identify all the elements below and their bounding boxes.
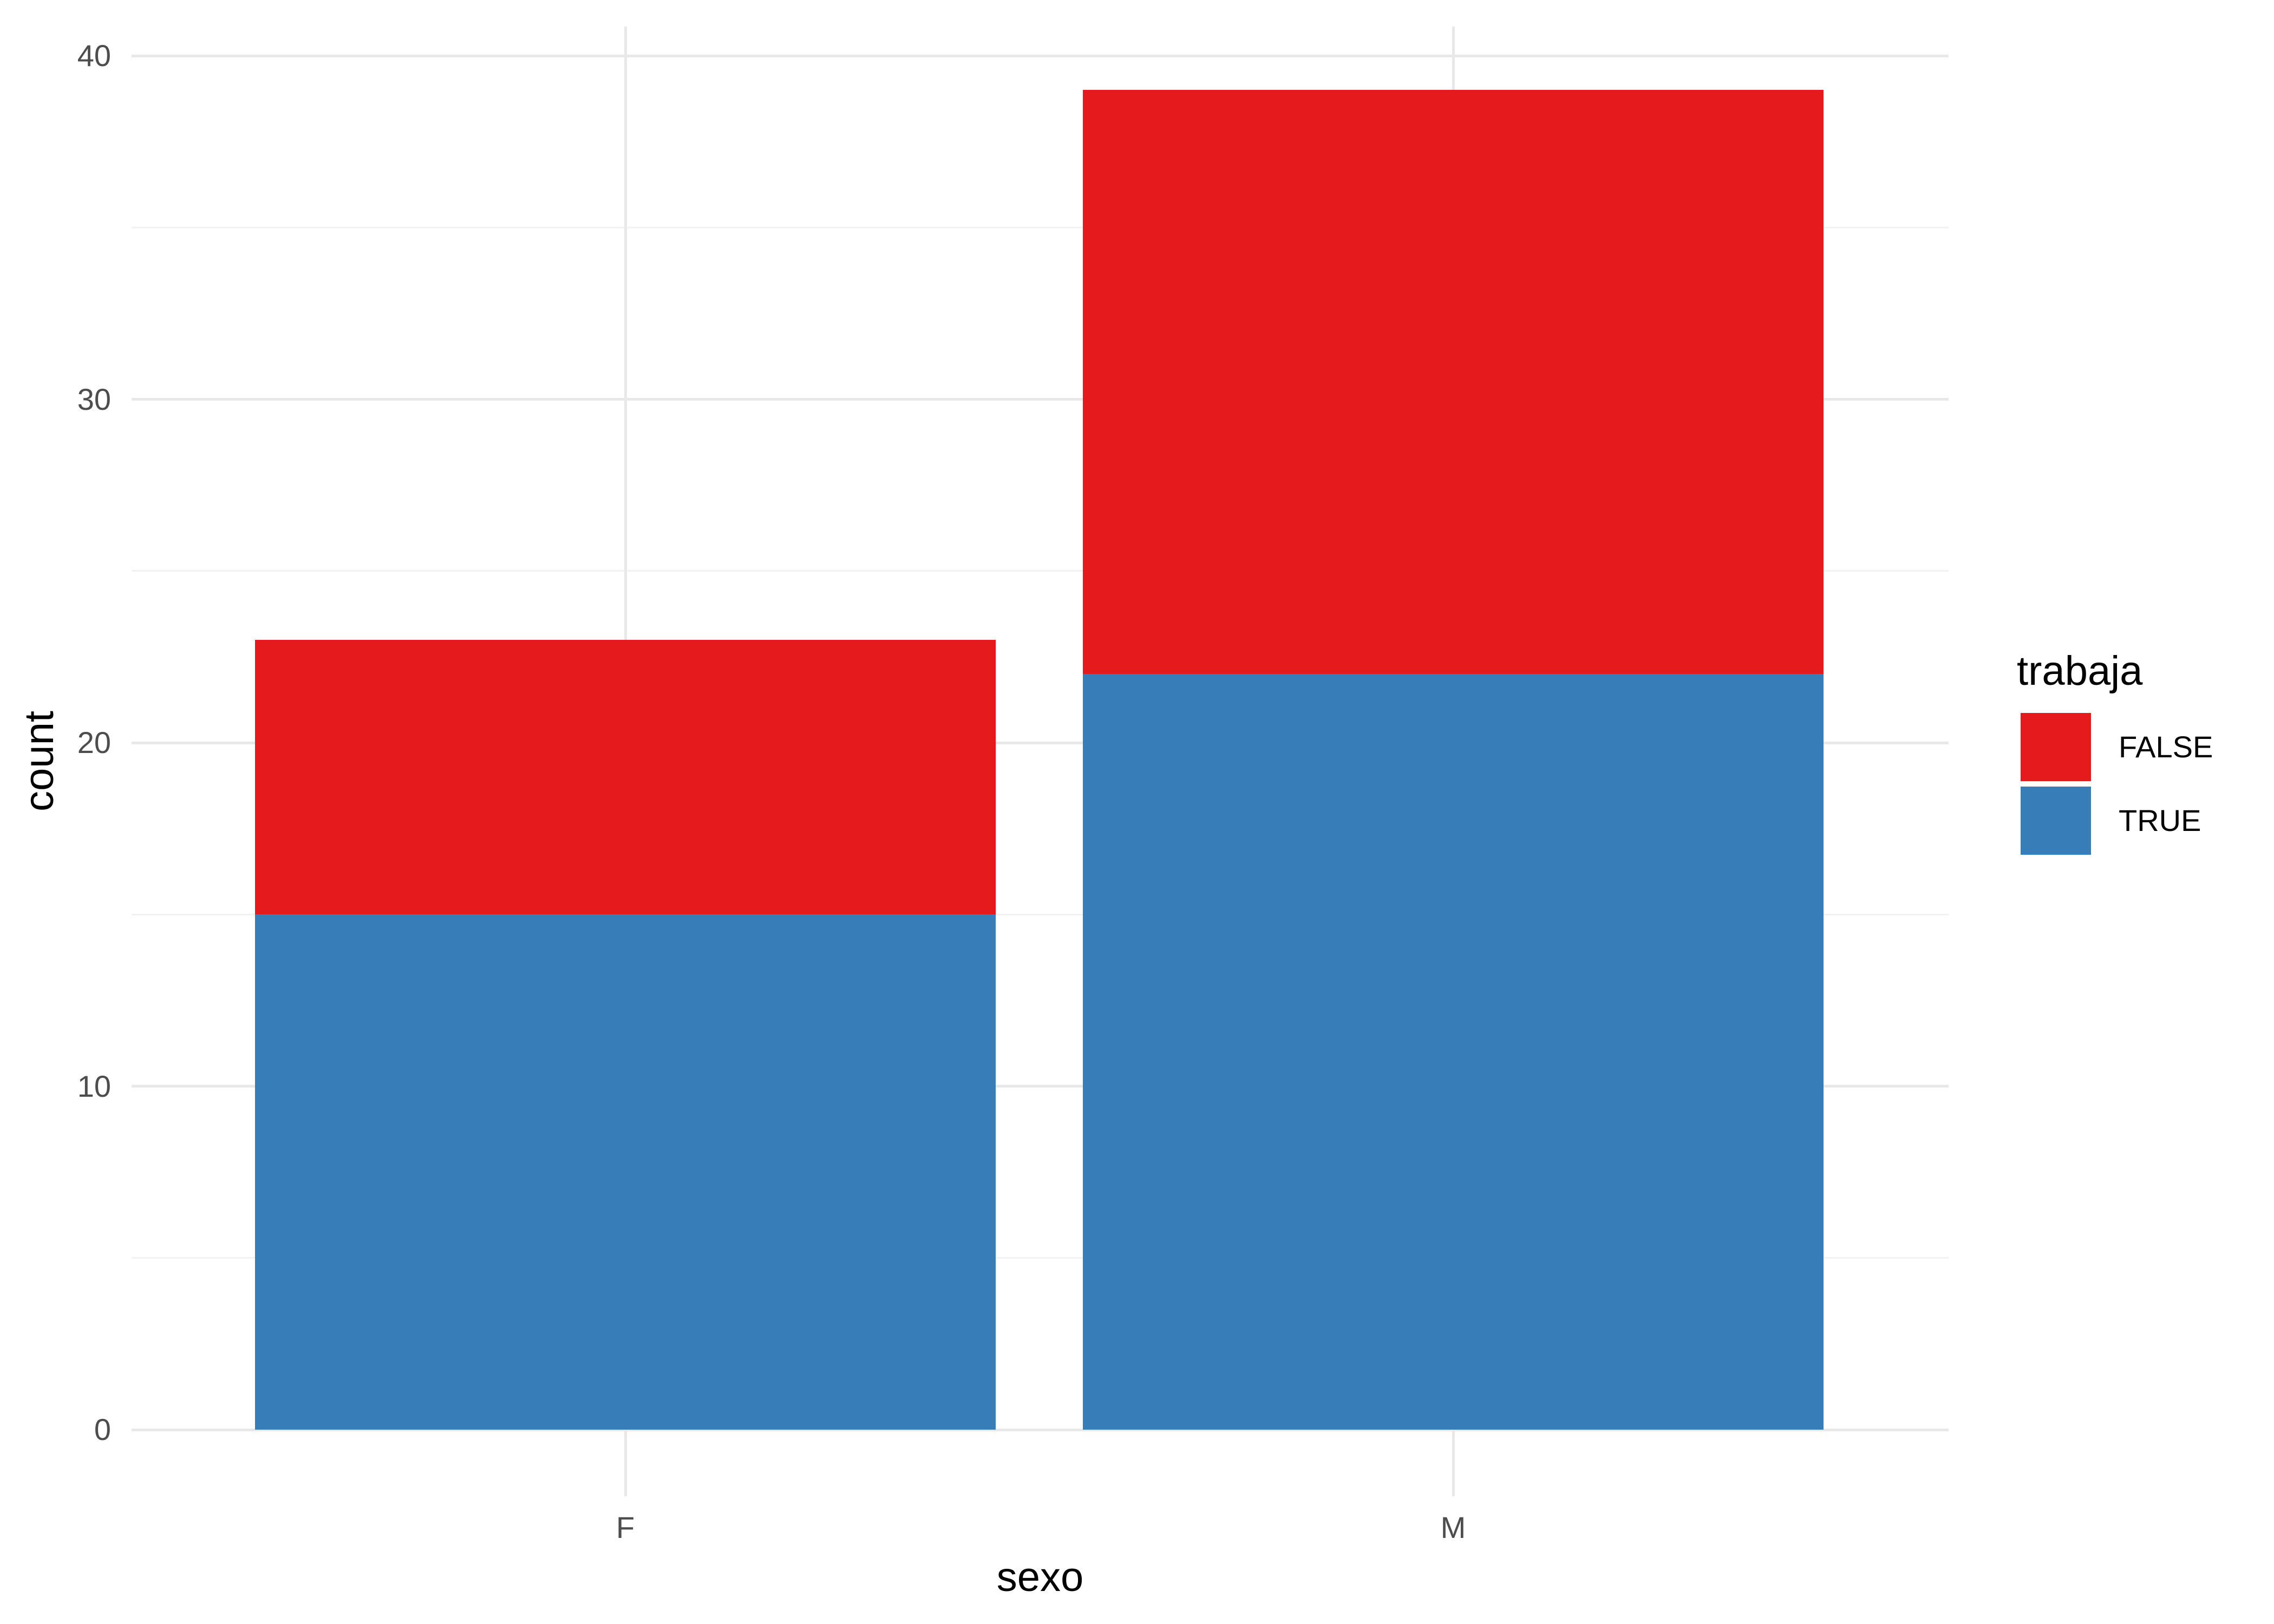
- y-tick-label-20: 20: [77, 725, 111, 759]
- gridline-minor-y-35: [132, 226, 1949, 228]
- plot-panel: [132, 27, 1949, 1496]
- gridline-major-y-10: [132, 1085, 1949, 1088]
- bar-F-FALSE: [255, 639, 996, 915]
- gridline-major-y-30: [132, 398, 1949, 401]
- y-axis-title: count: [16, 711, 62, 811]
- gridline-major-y-20: [132, 741, 1949, 744]
- bar-M-FALSE: [1083, 90, 1824, 675]
- legend-swatch-false: [2021, 713, 2091, 781]
- y-tick-label-40: 40: [77, 38, 111, 73]
- gridline-major-y-40: [132, 54, 1949, 57]
- bar-F-TRUE: [255, 914, 996, 1430]
- legend-label-false: FALSE: [2119, 730, 2213, 764]
- y-tick-label-30: 30: [77, 382, 111, 416]
- gridline-minor-y-15: [132, 913, 1949, 915]
- x-tick-label-M: M: [1440, 1510, 1466, 1544]
- legend-label-true: TRUE: [2119, 803, 2201, 837]
- x-tick-label-F: F: [616, 1510, 635, 1544]
- legend-swatch-true: [2021, 787, 2091, 855]
- legend-title: trabaja: [2017, 648, 2143, 694]
- bar-M-TRUE: [1083, 674, 1824, 1430]
- x-axis-title: sexo: [996, 1554, 1084, 1600]
- gridline-major-y-0: [132, 1428, 1949, 1431]
- y-tick-label-0: 0: [94, 1412, 111, 1446]
- y-tick-label-10: 10: [77, 1069, 111, 1103]
- gridline-minor-y-25: [132, 570, 1949, 572]
- gridline-minor-y-5: [132, 1257, 1949, 1259]
